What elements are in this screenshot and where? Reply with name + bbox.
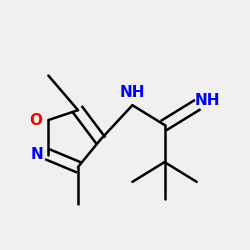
Text: NH: NH	[195, 93, 220, 108]
Text: O: O	[30, 112, 43, 128]
Text: NH: NH	[120, 85, 145, 100]
Text: N: N	[31, 147, 44, 162]
